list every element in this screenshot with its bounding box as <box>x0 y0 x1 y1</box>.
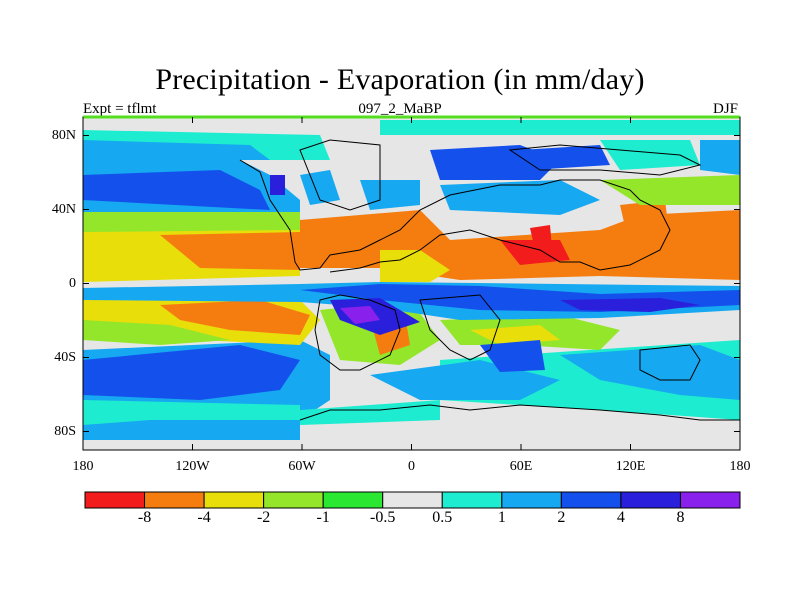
colorbar-label: 8 <box>676 509 685 526</box>
colorbar-swatch <box>560 491 622 509</box>
lat-tick-label: 80N <box>51 127 76 143</box>
lat-tick-label: 40N <box>51 201 76 217</box>
colorbar-swatch <box>501 491 562 509</box>
lon-tick-label: 180 <box>72 459 94 474</box>
lon-tick-label: 180 <box>729 459 751 474</box>
colorbar-label: -8 <box>137 509 152 526</box>
colorbar-label: -2 <box>256 509 271 526</box>
lon-tick-label: 60W <box>288 459 316 474</box>
lat-tick-label: 0 <box>69 275 76 291</box>
axis-ticks <box>82 117 741 450</box>
colorbar-label: -0.5 <box>370 509 396 526</box>
precip-evap-field <box>83 117 740 450</box>
colorbar-swatch <box>203 491 265 509</box>
colorbar-swatch <box>620 491 681 509</box>
lon-tick-label: 120W <box>175 459 210 474</box>
season-label: DJF <box>712 101 738 117</box>
colorbar-swatch <box>144 491 205 509</box>
colorbar-label: 1 <box>497 509 506 526</box>
colorbar <box>84 491 741 509</box>
colorbar-swatch <box>382 491 443 509</box>
lon-tick-label: 60E <box>509 459 533 474</box>
colorbar-label: 0.5 <box>432 509 453 526</box>
experiment-label: Expt = tflmt <box>83 101 157 117</box>
coastlines <box>239 139 740 421</box>
period-label: 097_2_MaBP <box>358 101 442 117</box>
colorbar-label: 4 <box>616 509 625 526</box>
colorbar-swatch <box>441 491 503 509</box>
colorbar-label: -1 <box>316 509 330 526</box>
colorbar-label: 2 <box>557 509 566 526</box>
colorbar-label: -4 <box>197 509 211 526</box>
lon-tick-label: 120E <box>615 459 646 474</box>
colorbar-swatch <box>322 491 384 509</box>
colorbar-swatch <box>84 491 146 509</box>
colorbar-swatch <box>679 491 741 509</box>
colorbar-swatch <box>263 491 324 509</box>
map-title: Precipitation - Evaporation (in mm/day) <box>155 63 645 96</box>
lat-tick-label: 40S <box>54 349 76 365</box>
lon-tick-label: 0 <box>408 459 415 474</box>
lat-tick-label: 80S <box>54 423 76 439</box>
